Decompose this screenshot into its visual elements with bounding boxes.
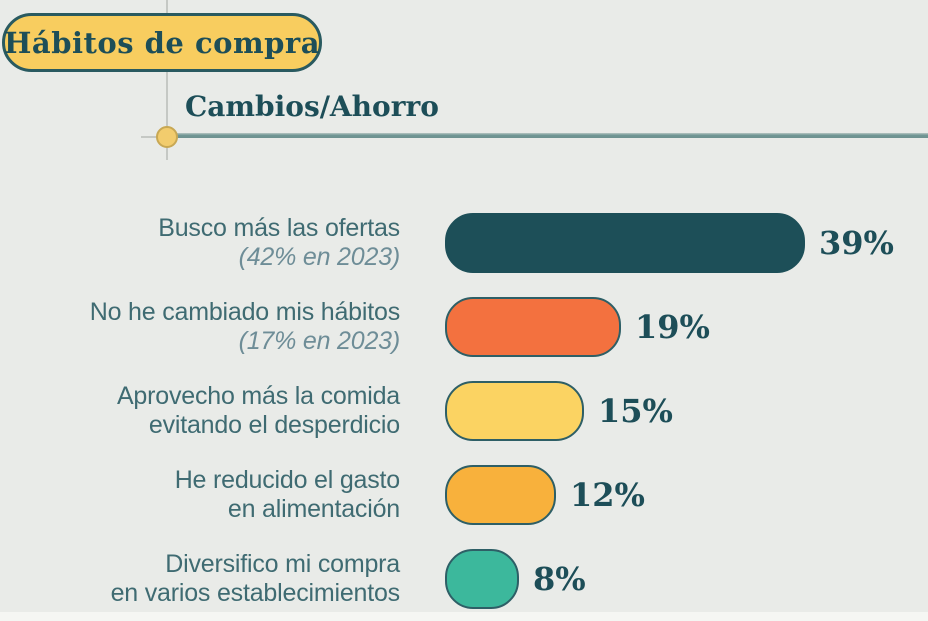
bar-row: He reducido el gasto en alimentación 12%: [0, 465, 928, 525]
bar-row: Busco más las ofertas (42% en 2023) 39%: [0, 213, 928, 273]
bar: [445, 213, 805, 273]
section-title: Cambios/Ahorro: [185, 90, 439, 123]
bar-row: No he cambiado mis hábitos (17% en 2023)…: [0, 297, 928, 357]
bar-value: 19%: [635, 308, 710, 346]
bar-chart: Busco más las ofertas (42% en 2023) 39% …: [0, 213, 928, 609]
category-badge-label: Hábitos de compra: [4, 25, 321, 60]
bar-row: Aprovecho más la comida evitando el desp…: [0, 381, 928, 441]
bar-row: Diversifico mi compra en varios establec…: [0, 549, 928, 609]
bar-label: No he cambiado mis hábitos (17% en 2023): [0, 298, 400, 356]
bar-label-line1: Aprovecho más la comida: [116, 382, 400, 410]
bar: [445, 381, 584, 441]
connector-dot-icon: [156, 126, 178, 148]
bar-value: 12%: [570, 476, 645, 514]
bar-value: 15%: [598, 392, 673, 430]
left-tick-line: [141, 136, 157, 138]
bar-sublabel: (17% en 2023): [238, 327, 401, 355]
bar-label-line1: No he cambiado mis hábitos: [89, 298, 400, 326]
bar: [445, 297, 621, 357]
bar-label-line2: evitando el desperdicio: [148, 411, 400, 439]
bar: [445, 465, 556, 525]
bar-label-line2: en alimentación: [227, 495, 400, 523]
bottom-edge-strip: [0, 612, 928, 621]
bar-label-line1: He reducido el gasto: [174, 466, 401, 494]
bar-label-line2: en varios establecimientos: [110, 579, 401, 607]
bar: [445, 549, 519, 609]
bar-value: 39%: [819, 224, 894, 262]
horizontal-rule: [177, 133, 928, 138]
bar-label-line1: Busco más las ofertas: [158, 214, 400, 242]
bar-label: Diversifico mi compra en varios establec…: [0, 550, 401, 608]
bar-value: 8%: [533, 560, 586, 598]
bar-label-line1: Diversifico mi compra: [165, 550, 400, 578]
bar-label: Aprovecho más la comida evitando el desp…: [0, 382, 400, 440]
vertical-connector-line: [166, 0, 168, 160]
bar-sublabel: (42% en 2023): [238, 243, 401, 271]
bar-label: Busco más las ofertas (42% en 2023): [0, 214, 400, 272]
category-badge: Hábitos de compra: [2, 13, 322, 72]
bar-label: He reducido el gasto en alimentación: [0, 466, 401, 524]
